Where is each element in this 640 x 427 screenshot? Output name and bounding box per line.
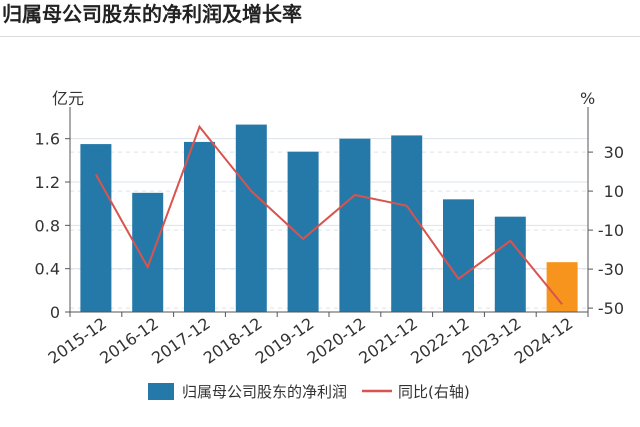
x-tick-label-2022-12: 2022-12: [407, 314, 473, 368]
y-right-tick-label: -50: [598, 299, 624, 318]
line-yoy-growth: [95, 124, 563, 305]
bar-2018-12: [235, 124, 267, 312]
y-right-unit: %: [580, 89, 595, 108]
x-tick-label-2018-12: 2018-12: [200, 314, 266, 368]
legend-label-net-profit: 归属母公司股东的净利润: [182, 383, 347, 401]
bar-2017-12: [184, 141, 215, 312]
bar-2016-12: [132, 192, 164, 312]
x-tick-label-2017-12: 2017-12: [148, 314, 214, 368]
y-left-tick-label: 1.6: [35, 130, 60, 149]
bar-2021-12: [391, 135, 423, 312]
y-right-tick-label: -30: [598, 260, 624, 279]
y-left-unit: 亿元: [52, 89, 84, 108]
x-tick-label-2019-12: 2019-12: [252, 314, 318, 368]
y-left-tick-label: 0: [50, 303, 60, 322]
y-right-tick-label: 10: [604, 182, 624, 201]
legend-swatch-net-profit: [148, 383, 174, 400]
chart-title: 归属母公司股东的净利润及增长率: [2, 2, 302, 26]
bar-2022-12: [443, 199, 474, 312]
bar-2024-12: [546, 262, 578, 312]
y-right-tick-label: -10: [598, 221, 624, 240]
legend: 归属母公司股东的净利润 同比(右轴): [148, 383, 470, 401]
bar-series: [80, 124, 578, 312]
x-tick-label-2020-12: 2020-12: [304, 314, 370, 368]
y-left-tick-label: 1.2: [35, 173, 60, 192]
bar-2015-12: [80, 144, 112, 312]
x-tick-label-2021-12: 2021-12: [355, 314, 421, 368]
title-divider: [0, 36, 640, 37]
bar-2020-12: [339, 138, 371, 312]
y-left-tick-label: 0.8: [35, 216, 60, 235]
x-tick-label-2023-12: 2023-12: [459, 314, 525, 368]
y-left-tick-label: 0.4: [35, 260, 60, 279]
bar-2019-12: [287, 151, 319, 312]
line-series: [95, 124, 563, 305]
y-right-tick-label: 30: [604, 143, 624, 162]
x-tick-label-2024-12: 2024-12: [511, 314, 577, 368]
legend-label-yoy: 同比(右轴): [398, 383, 470, 401]
x-tick-label-2016-12: 2016-12: [96, 314, 162, 368]
bar-2023-12: [494, 216, 526, 312]
